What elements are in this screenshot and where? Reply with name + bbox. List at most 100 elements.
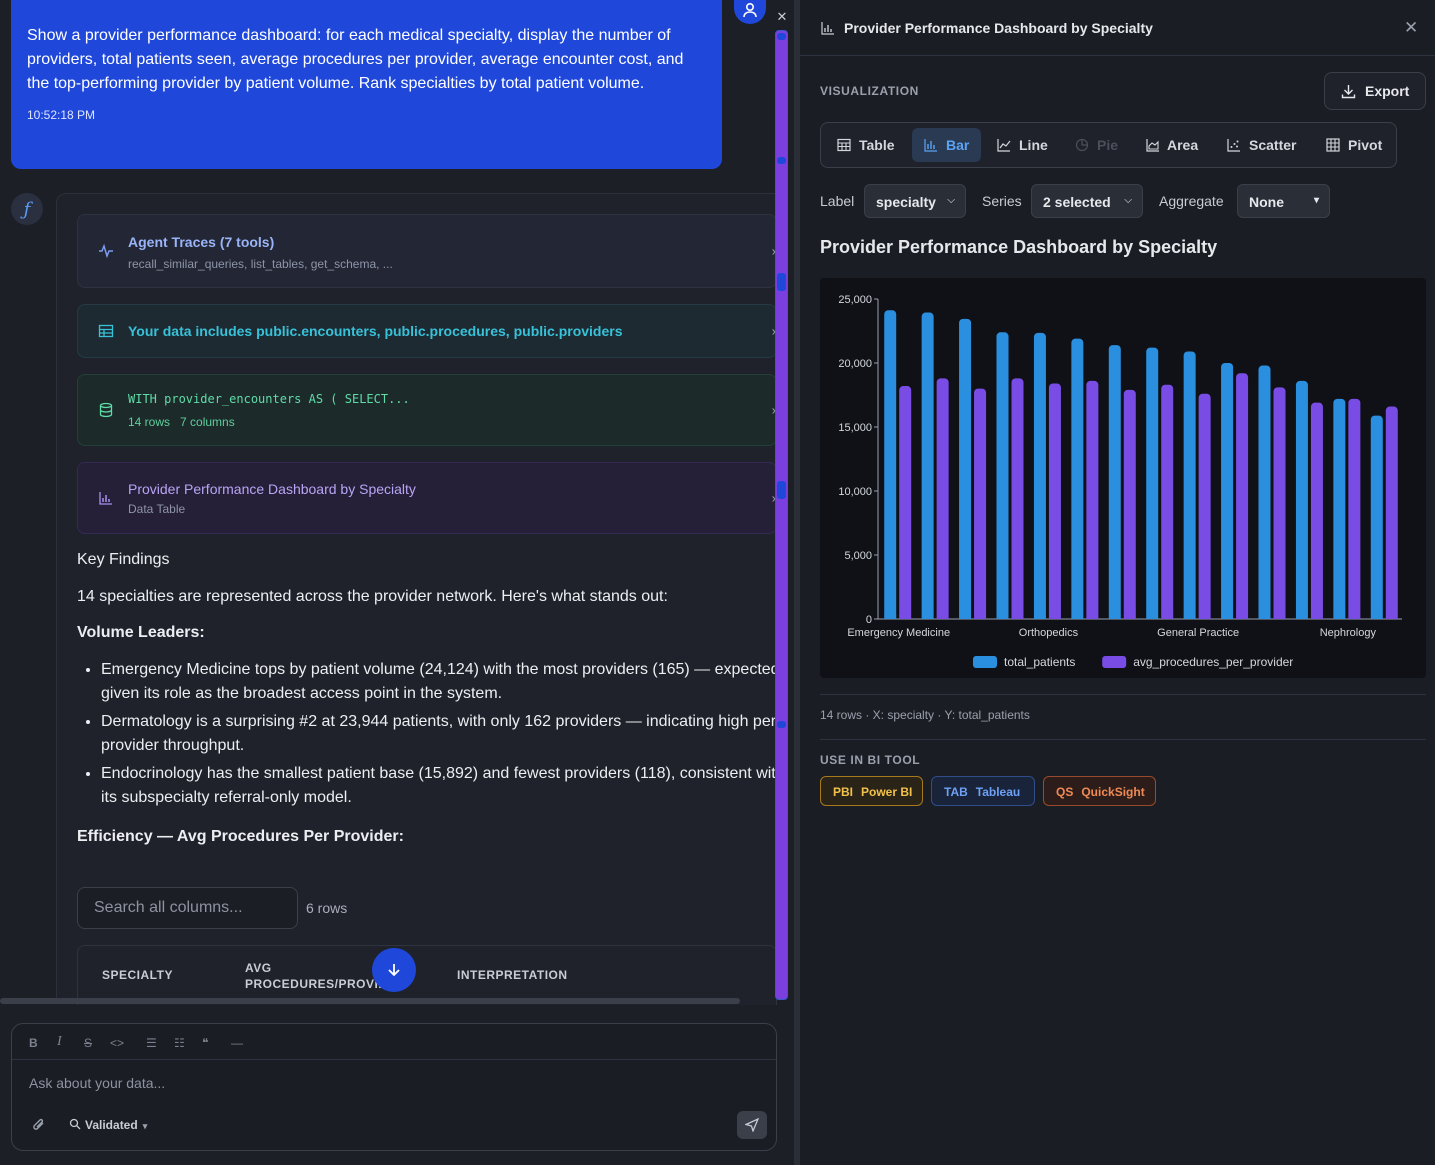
scroll-marker — [777, 481, 786, 499]
line-chart-icon — [997, 139, 1011, 152]
horizontal-rule-icon[interactable]: — — [231, 1036, 243, 1050]
strikethrough-icon[interactable]: S — [84, 1036, 93, 1050]
power-bi-button[interactable]: PBI Power BI — [820, 776, 923, 806]
visualization-panel: Provider Performance Dashboard by Specia… — [800, 0, 1435, 1165]
findings-content: Key Findings 14 specialties are represen… — [77, 551, 794, 846]
aggregate-select[interactable]: None ▾ — [1237, 184, 1330, 218]
bullet-list-icon[interactable]: ☰ — [146, 1036, 157, 1050]
bar-base — [1011, 615, 1024, 619]
sql-query-meta: 14 rows 7 columns — [128, 415, 235, 429]
quote-icon[interactable]: ❝ — [202, 1036, 209, 1050]
pie-chart-icon — [1075, 138, 1089, 152]
user-icon — [743, 2, 757, 18]
bar-avg_procedures_per_provider — [1048, 383, 1061, 619]
send-button[interactable] — [737, 1111, 767, 1139]
y-tick-label: 5,000 — [844, 550, 872, 562]
list-item: Emergency Medicine tops by patient volum… — [101, 658, 794, 706]
bar-base — [1385, 615, 1398, 619]
numbered-list-icon[interactable]: ☷ — [174, 1036, 185, 1050]
y-tick-label: 25,000 — [838, 294, 872, 306]
bar-avg_procedures_per_provider — [974, 388, 987, 619]
column-header-specialty[interactable]: SPECIALTY — [102, 968, 173, 982]
code-icon[interactable]: <> — [110, 1036, 125, 1050]
chart-type-tabs: Table Bar Line Pie Area Scatter — [820, 122, 1397, 168]
panel-header: Provider Performance Dashboard by Specia… — [800, 0, 1435, 56]
bar-avg_procedures_per_provider — [1310, 402, 1323, 619]
chevron-down-icon: ▾ — [1313, 195, 1319, 206]
bar-total_patients — [1370, 415, 1383, 619]
tableau-button[interactable]: TAB Tableau — [931, 776, 1035, 806]
bar-base — [1048, 615, 1061, 619]
tab-bar[interactable]: Bar — [912, 128, 981, 162]
legend-label: avg_procedures_per_provider — [1133, 655, 1293, 669]
scroll-to-bottom-button[interactable] — [372, 948, 416, 992]
tab-line[interactable]: Line — [997, 128, 1057, 162]
list-item: Dermatology is a surprising #2 at 23,944… — [101, 710, 794, 758]
sql-query-card[interactable]: WITH provider_encounters AS ( SELECT... … — [77, 374, 777, 446]
bar-avg_procedures_per_provider — [899, 386, 912, 619]
database-icon — [99, 402, 113, 418]
series-select[interactable]: 2 selected ⌵ — [1031, 184, 1143, 218]
chart-title: Provider Performance Dashboard by Specia… — [820, 237, 1218, 257]
chevron-right-icon: › — [771, 243, 776, 259]
bar-base — [1295, 615, 1308, 619]
x-tick-label: Emergency Medicine — [847, 627, 950, 639]
user-message-time: 10:52:18 PM — [27, 108, 96, 122]
scroll-marker — [777, 721, 786, 728]
arrow-down-icon — [388, 964, 400, 977]
legend-swatch — [1102, 656, 1127, 668]
bar-base — [1161, 615, 1174, 619]
data-sources-card[interactable]: Your data includes public.encounters, pu… — [77, 304, 777, 358]
label-select[interactable]: specialty ⌵ — [864, 184, 966, 218]
horizontal-scrollbar[interactable] — [0, 998, 740, 1004]
efficiency-heading: Efficiency — Avg Procedures Per Provider… — [77, 828, 404, 845]
column-header-interpretation[interactable]: INTERPRETATION — [457, 968, 568, 982]
series-field-label: Series — [982, 193, 1022, 209]
scroll-marker — [777, 33, 786, 40]
bi-tool-label: USE IN BI TOOL — [820, 753, 921, 767]
close-panel-button[interactable]: ✕ — [1404, 18, 1419, 37]
quicksight-button[interactable]: QS QuickSight — [1043, 776, 1156, 806]
chat-pane: Show a provider performance dashboard: f… — [0, 0, 794, 1165]
activity-icon — [99, 243, 113, 259]
bar-base — [899, 615, 912, 619]
chart-card[interactable]: Provider Performance Dashboard by Specia… — [77, 462, 777, 534]
sql-query-text: WITH provider_encounters AS ( SELECT... — [128, 392, 410, 406]
bar-base — [1086, 615, 1099, 619]
tab-area[interactable]: Area — [1146, 128, 1208, 162]
italic-icon[interactable]: I — [57, 1034, 62, 1049]
x-tick-label: General Practice — [1157, 627, 1239, 639]
bar-total_patients — [1033, 332, 1046, 619]
chart-meta: 14 rows · X: specialty · Y: total_patien… — [820, 708, 1030, 722]
bar-base — [1071, 615, 1084, 619]
mode-select[interactable]: Validated ▾ — [69, 1118, 147, 1132]
chart-card-subtitle: Data Table — [128, 502, 186, 516]
agent-traces-title: Agent Traces (7 tools) — [128, 234, 275, 250]
agent-traces-card[interactable]: Agent Traces (7 tools) recall_similar_qu… — [77, 214, 777, 288]
aggregate-field-label: Aggregate — [1159, 193, 1224, 209]
download-icon — [1341, 85, 1356, 99]
send-icon — [745, 1118, 759, 1132]
column-header-avg-procedures[interactable]: AVG PROCEDURES/PROVIDER — [245, 961, 406, 991]
bar-avg_procedures_per_provider — [1011, 378, 1024, 619]
bar-total_patients — [1146, 347, 1159, 619]
bar-base — [1236, 615, 1249, 619]
tab-table[interactable]: Table — [837, 128, 907, 162]
user-message-text: Show a provider performance dashboard: f… — [27, 27, 684, 92]
bold-icon[interactable]: B — [29, 1036, 38, 1050]
agent-traces-tools: recall_similar_queries, list_tables, get… — [128, 257, 393, 271]
bar-base — [1310, 615, 1323, 619]
tab-scatter[interactable]: Scatter — [1227, 128, 1307, 162]
attach-icon[interactable] — [30, 1116, 48, 1139]
bar-total_patients — [1183, 351, 1196, 619]
export-button[interactable]: Export — [1324, 72, 1426, 110]
bar-total_patients — [1221, 363, 1234, 619]
message-input[interactable]: Ask about your data... — [29, 1075, 166, 1091]
findings-list: Emergency Medicine tops by patient volum… — [77, 658, 794, 810]
chevron-down-icon: ⌵ — [1124, 195, 1132, 206]
search-input[interactable]: Search all columns... — [77, 887, 298, 929]
vertical-scrollbar[interactable] — [775, 30, 788, 1000]
close-icon[interactable]: ✕ — [776, 9, 788, 24]
tab-pivot[interactable]: Pivot — [1326, 128, 1386, 162]
bar-base — [1146, 615, 1159, 619]
